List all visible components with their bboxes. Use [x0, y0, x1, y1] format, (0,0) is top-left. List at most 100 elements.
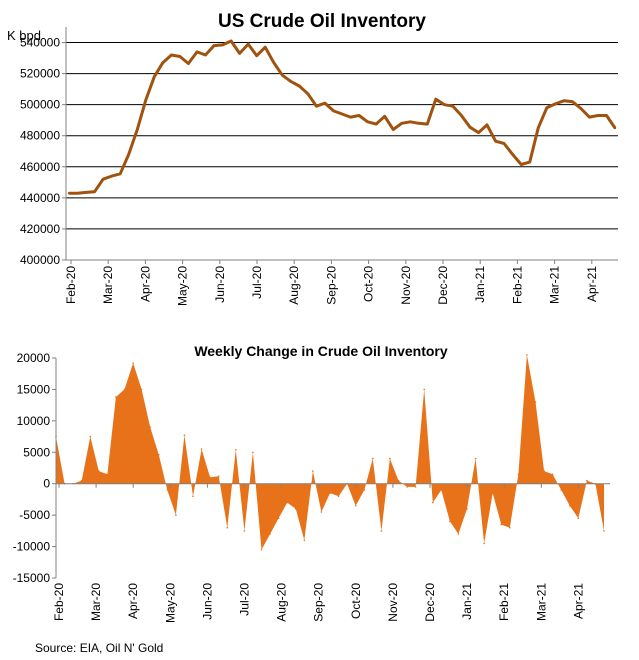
data-point — [158, 454, 160, 456]
data-point — [80, 479, 83, 482]
data-point — [526, 354, 528, 356]
data-point — [443, 103, 446, 106]
data-point — [306, 92, 310, 96]
data-point — [295, 508, 297, 510]
data-point — [372, 457, 374, 460]
data-point — [449, 520, 451, 523]
data-point — [603, 530, 605, 532]
y-axis-label: K bpd — [7, 28, 41, 43]
series-line — [69, 39, 617, 195]
x-tick-label: Apr-20 — [138, 266, 152, 302]
data-point — [380, 530, 383, 532]
data-point — [98, 470, 100, 472]
data-point — [260, 548, 263, 551]
chart-title: US Crude Oil Inventory — [218, 11, 426, 32]
data-point — [571, 100, 574, 103]
x-tick-label: Jul-20 — [250, 266, 264, 299]
x-tick-labels: Feb-20 Mar-20 Apr-20 May-20 Jun-20 Jul-20 Aug-… — [52, 583, 585, 623]
data-point — [243, 530, 246, 532]
y-tick-labels: 400000 420000 440000 460000 480000 500000 5200… — [20, 36, 60, 267]
data-point — [596, 114, 600, 117]
x-tick-label: Feb-20 — [52, 583, 66, 621]
data-point — [303, 539, 306, 542]
x-tick-label: May-20 — [163, 583, 177, 623]
data-point — [477, 131, 480, 134]
data-point — [149, 426, 151, 428]
x-tick-label: Dec-20 — [423, 583, 437, 622]
y-tick-label: -10000 — [13, 540, 51, 554]
data-point — [136, 128, 139, 131]
x-tick-label: Mar-21 — [534, 583, 548, 621]
data-point — [183, 434, 186, 437]
data-point — [374, 122, 378, 126]
y-tick-label: 520000 — [20, 67, 60, 81]
data-point — [440, 489, 443, 491]
x-tick-label: Apr-21 — [571, 583, 585, 619]
data-point — [491, 492, 494, 494]
data-point — [366, 120, 369, 124]
data-point — [483, 542, 485, 545]
x-tick-label: Feb-21 — [497, 583, 511, 621]
data-point — [363, 489, 366, 491]
data-point — [175, 514, 177, 516]
data-point — [414, 486, 417, 488]
data-point — [400, 122, 403, 125]
data-point — [140, 388, 143, 391]
y-tick-label: 5000 — [23, 445, 50, 459]
data-point — [170, 53, 173, 57]
data-point — [209, 476, 211, 479]
data-point — [329, 492, 331, 494]
x-tick-label: Mar-20 — [89, 583, 103, 621]
data-point — [543, 470, 545, 472]
data-point — [389, 457, 391, 460]
data-point — [235, 449, 237, 451]
data-point — [161, 61, 164, 64]
x-tick-label: Aug-20 — [275, 583, 289, 622]
x-tick-label: Aug-20 — [287, 266, 301, 305]
data-point — [502, 142, 506, 145]
data-point — [101, 178, 105, 181]
data-point — [432, 501, 434, 504]
x-tick-label: Apr-21 — [585, 266, 599, 302]
data-point — [289, 80, 292, 83]
data-point — [509, 526, 511, 529]
data-point — [187, 62, 190, 65]
data-point — [123, 388, 126, 391]
data-point — [466, 508, 468, 510]
data-point — [89, 435, 92, 438]
data-point — [217, 475, 220, 478]
data-point — [474, 457, 477, 460]
series-inventory — [67, 39, 617, 195]
data-point — [354, 504, 357, 507]
x-tick-label: Jul-20 — [238, 583, 252, 616]
data-point — [67, 192, 71, 195]
series-weekly-change — [55, 354, 605, 551]
data-point — [255, 54, 258, 57]
data-point — [110, 174, 113, 178]
y-tick-label: 500000 — [20, 98, 60, 112]
data-point — [212, 44, 216, 47]
data-point — [195, 50, 199, 54]
data-point — [221, 43, 224, 47]
data-point — [406, 486, 408, 488]
data-point — [545, 106, 548, 110]
data-point — [132, 362, 134, 364]
y-tick-label: 460000 — [20, 160, 60, 174]
data-point — [605, 114, 608, 117]
data-point — [298, 84, 301, 88]
data-point — [84, 191, 88, 194]
data-point — [586, 479, 588, 482]
data-point — [349, 115, 352, 119]
data-point — [200, 448, 203, 450]
data-point — [494, 140, 497, 143]
data-point — [323, 101, 327, 105]
x-tick-label: Dec-20 — [436, 266, 450, 305]
data-point — [537, 126, 540, 130]
x-tick-label: Oct-20 — [349, 583, 363, 619]
data-point — [397, 479, 400, 482]
data-point — [277, 517, 280, 520]
x-tick-label: Apr-20 — [126, 583, 140, 619]
y-tick-label: 10000 — [17, 414, 51, 428]
y-tick-label: 440000 — [20, 191, 60, 205]
data-point — [252, 451, 254, 454]
